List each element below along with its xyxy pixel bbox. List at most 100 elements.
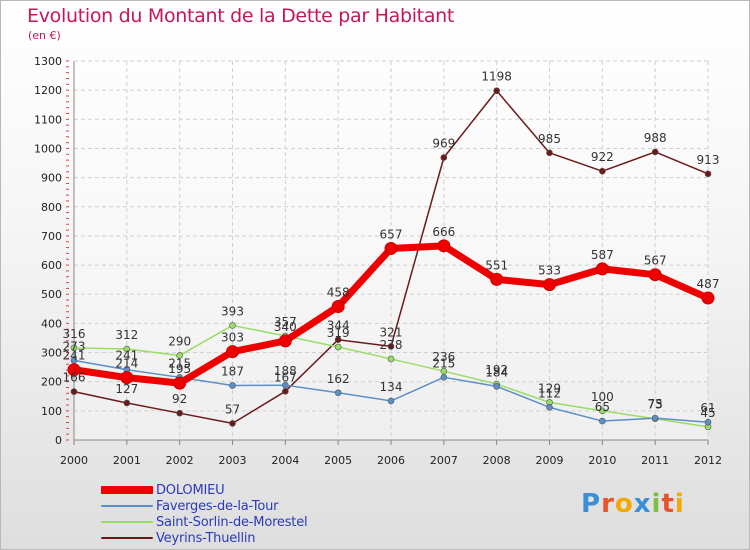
x-tick-label: 2008 xyxy=(483,454,511,467)
data-label: 567 xyxy=(644,254,667,268)
data-point xyxy=(387,355,395,363)
data-point xyxy=(490,272,504,286)
data-label: 45 xyxy=(700,406,715,420)
data-label: 587 xyxy=(591,248,614,262)
data-point xyxy=(226,345,239,359)
data-label: 236 xyxy=(432,350,455,364)
data-point xyxy=(229,382,236,389)
data-point xyxy=(229,420,236,427)
chart-title: Evolution du Montant de la Dette par Hab… xyxy=(27,5,455,27)
data-point xyxy=(176,352,183,359)
data-label: 357 xyxy=(274,315,297,329)
logo-letter: r xyxy=(601,489,615,519)
data-point xyxy=(595,262,609,276)
data-label: 65 xyxy=(595,400,610,414)
legend-item: DOLOMIEU xyxy=(101,482,307,498)
data-point xyxy=(123,399,131,407)
x-tick-label: 2011 xyxy=(641,454,669,467)
y-tick-label: 600 xyxy=(41,259,62,272)
x-tick-label: 2007 xyxy=(430,454,458,467)
data-point xyxy=(651,414,659,422)
data-label: 340 xyxy=(274,320,297,334)
x-tick-label: 2002 xyxy=(166,454,194,467)
data-label: 1198 xyxy=(481,70,512,84)
data-label: 458 xyxy=(327,285,350,299)
data-label: 316 xyxy=(63,327,86,341)
data-point xyxy=(704,418,712,426)
data-point xyxy=(387,343,395,350)
legend-item: Saint-Sorlin-de-Morestel xyxy=(101,514,308,530)
y-tick-label: 0 xyxy=(55,434,62,447)
data-label: 112 xyxy=(538,386,561,400)
y-tick-label: 100 xyxy=(41,405,62,418)
data-label: 73 xyxy=(648,398,663,412)
data-point xyxy=(599,167,606,175)
x-tick-label: 2005 xyxy=(324,454,352,467)
logo-letter: P xyxy=(581,489,602,519)
legend-label: Faverges-de-la-Tour xyxy=(156,498,279,514)
x-tick-label: 2000 xyxy=(60,454,88,467)
data-point xyxy=(651,148,659,156)
data-point xyxy=(173,376,187,390)
y-tick-label: 300 xyxy=(41,347,62,360)
data-point xyxy=(387,397,395,405)
data-point xyxy=(648,268,662,282)
data-label: 92 xyxy=(172,392,187,406)
data-label: 167 xyxy=(274,370,297,384)
y-tick-label: 400 xyxy=(41,317,62,330)
x-tick-label: 2006 xyxy=(377,454,405,467)
y-tick-label: 700 xyxy=(41,230,62,243)
data-label: 184 xyxy=(485,365,508,379)
data-label: 487 xyxy=(697,277,720,291)
data-label: 393 xyxy=(221,304,244,318)
legend-label: Veyrins-Thuellin xyxy=(156,530,256,546)
data-label: 100 xyxy=(591,390,614,404)
data-label: 215 xyxy=(168,356,191,370)
data-point xyxy=(278,334,292,348)
data-point xyxy=(599,407,606,415)
data-point xyxy=(704,170,712,178)
data-point xyxy=(440,374,448,381)
y-tick-label: 1300 xyxy=(34,55,62,68)
logo-letter: x xyxy=(633,489,652,519)
data-label: 61 xyxy=(700,401,715,415)
data-point xyxy=(701,291,715,305)
data-label: 278 xyxy=(380,338,403,352)
x-tick-label: 2012 xyxy=(694,454,722,467)
data-point xyxy=(120,371,134,385)
data-point xyxy=(67,363,81,377)
data-label: 241 xyxy=(63,349,86,363)
legend-swatch xyxy=(101,537,153,539)
data-label: 162 xyxy=(327,372,350,386)
x-tick-label: 2010 xyxy=(588,454,616,467)
data-label: 241 xyxy=(115,349,138,363)
logo-letter: o xyxy=(614,489,634,519)
y-tick-label: 900 xyxy=(41,172,62,185)
legend-swatch xyxy=(101,486,153,494)
data-point xyxy=(437,239,451,253)
data-label: 985 xyxy=(538,132,561,146)
y-tick-label: 1000 xyxy=(34,142,62,155)
data-label: 922 xyxy=(591,150,614,164)
legend-label: DOLOMIEU xyxy=(156,482,225,498)
proxiti-logo: Proxiti xyxy=(581,489,685,519)
y-tick-label: 1200 xyxy=(34,84,62,97)
y-tick-label: 1100 xyxy=(34,113,62,126)
data-label: 321 xyxy=(380,325,403,339)
data-point xyxy=(229,322,236,329)
x-tick-label: 2001 xyxy=(113,454,141,467)
data-point xyxy=(384,241,398,255)
data-point xyxy=(176,409,183,417)
data-label: 215 xyxy=(432,356,455,370)
data-point xyxy=(546,149,553,157)
data-label: 988 xyxy=(644,131,667,145)
data-label: 188 xyxy=(274,364,297,378)
data-label: 312 xyxy=(115,328,138,342)
legend: DOLOMIEU Faverges-de-la-Tour Saint-Sorlin-… xyxy=(101,482,308,546)
data-label: 551 xyxy=(485,258,508,272)
data-label: 192 xyxy=(485,363,508,377)
data-label: 187 xyxy=(221,364,244,378)
y-tick-label: 200 xyxy=(41,376,62,389)
data-point xyxy=(493,87,500,95)
